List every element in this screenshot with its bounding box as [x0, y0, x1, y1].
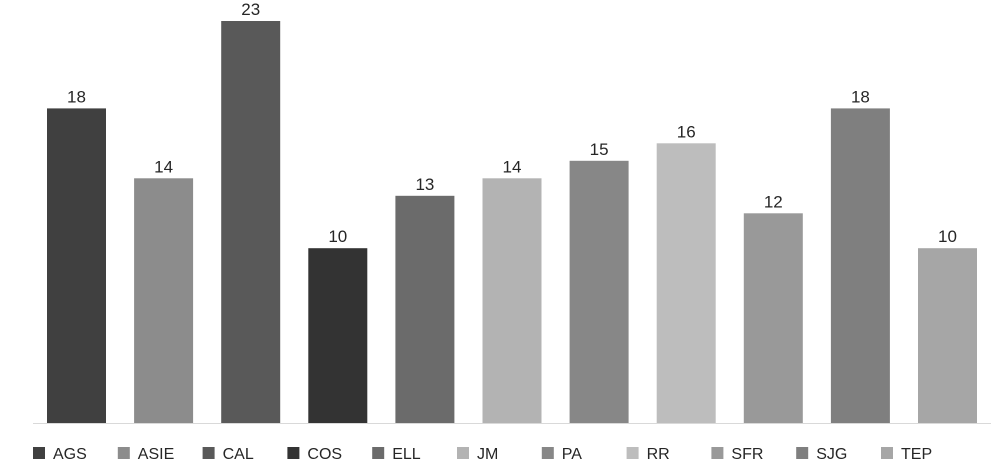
data-labels-layer: 18 14 23 10 13 14 15 16 12 18 10: [67, 0, 957, 246]
bar-cal: [221, 21, 281, 423]
legend-swatch-sfr: [711, 447, 724, 459]
legend-swatch-cos: [287, 447, 300, 459]
bar-ags: [47, 108, 106, 424]
legend-label-asie: ASIE: [138, 446, 174, 460]
legend-label-cal: CAL: [223, 446, 254, 460]
legend-swatch-rr: [626, 447, 639, 459]
bar-sjg: [830, 108, 890, 424]
legend: AGS ASIE CAL COS ELL JM PA RR SFR SJG TEP: [33, 446, 932, 463]
legend-item-rr: RR: [626, 446, 670, 463]
bar-pa: [569, 160, 629, 424]
bar-jm: [482, 178, 542, 423]
bar-tep: [918, 248, 977, 423]
legend-item-jm: JM: [457, 446, 498, 463]
data-label-cal: 23: [241, 0, 260, 19]
legend-swatch-pa: [541, 447, 554, 459]
legend-item-cos: COS: [287, 446, 342, 463]
legend-item-ell: ELL: [372, 446, 421, 463]
legend-item-sfr: SFR: [711, 446, 763, 463]
legend-label-tep: TEP: [901, 446, 932, 460]
data-label-jm: 14: [503, 157, 522, 176]
legend-item-asie: ASIE: [117, 446, 174, 463]
legend-swatch-asie: [117, 447, 130, 459]
legend-swatch-ags: [33, 447, 45, 459]
data-label-cos: 10: [328, 227, 347, 246]
data-label-ags: 18: [67, 87, 86, 106]
data-label-tep: 10: [938, 227, 957, 246]
legend-label-sjg: SJG: [816, 446, 847, 460]
legend-label-ags: AGS: [53, 446, 87, 460]
legend-label-jm: JM: [477, 446, 498, 460]
bar-cos: [308, 248, 368, 423]
data-label-asie: 14: [154, 157, 173, 176]
legend-label-cos: COS: [307, 446, 342, 460]
legend-label-pa: PA: [562, 446, 582, 460]
legend-swatch-tep: [881, 447, 893, 459]
bar-sfr: [743, 213, 803, 423]
legend-item-pa: PA: [541, 446, 582, 463]
data-label-sfr: 12: [764, 192, 783, 211]
bar-asie: [134, 178, 194, 423]
legend-item-tep: TEP: [881, 446, 932, 463]
data-label-ell: 13: [415, 175, 434, 194]
bar-rr: [656, 143, 716, 424]
legend-item-cal: CAL: [202, 446, 254, 463]
legend-label-rr: RR: [647, 446, 670, 460]
data-label-sjg: 18: [851, 87, 870, 106]
bar-ell: [395, 195, 455, 423]
legend-label-ell: ELL: [392, 446, 421, 460]
data-label-pa: 15: [590, 140, 609, 159]
bars-layer: [47, 21, 977, 424]
legend-item-ags: AGS: [33, 446, 87, 463]
legend-label-sfr: SFR: [731, 446, 763, 460]
legend-swatch-sjg: [796, 447, 809, 459]
legend-swatch-ell: [372, 447, 385, 459]
legend-item-sjg: SJG: [796, 446, 847, 463]
legend-swatch-jm: [457, 447, 469, 459]
data-label-rr: 16: [677, 122, 696, 141]
legend-swatch-cal: [202, 447, 215, 459]
